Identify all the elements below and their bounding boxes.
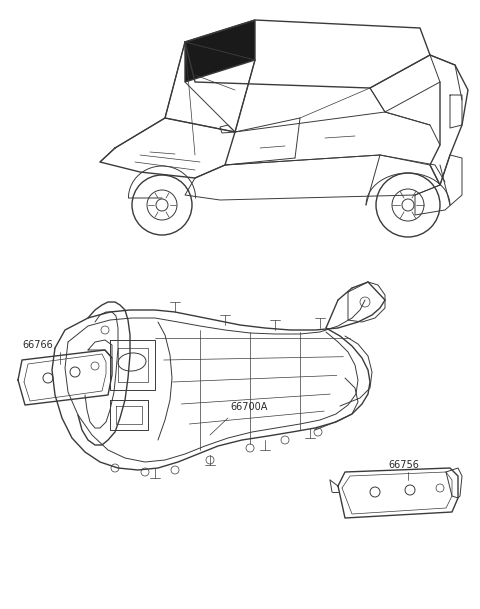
Text: 66700A: 66700A xyxy=(230,402,267,412)
Text: 66756: 66756 xyxy=(388,460,419,470)
Polygon shape xyxy=(185,20,255,82)
Text: 66766: 66766 xyxy=(22,340,53,350)
